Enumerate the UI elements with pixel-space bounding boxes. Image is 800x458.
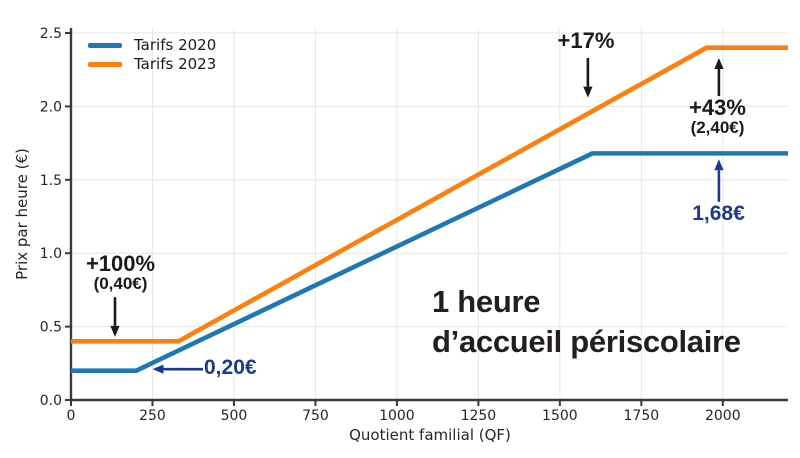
y-axis-label: Prix par heure (€) bbox=[13, 148, 31, 280]
x-tick-label: 1500 bbox=[542, 408, 578, 424]
annotation-text: +17% bbox=[557, 28, 615, 53]
annotation-text: 1,68€ bbox=[692, 202, 745, 225]
x-tick-label: 0 bbox=[67, 408, 76, 424]
series-line-tarifs-2023 bbox=[71, 45, 788, 344]
y-tick-label: 0.5 bbox=[40, 320, 62, 336]
legend: Tarifs 2020 Tarifs 2023 bbox=[88, 36, 216, 74]
x-tick-label: 500 bbox=[221, 408, 248, 424]
annotation-price-020: 0,20€ bbox=[204, 356, 257, 379]
legend-color-swatch bbox=[88, 42, 122, 48]
annotation-text: +43% bbox=[689, 95, 746, 120]
x-tick-label: 2000 bbox=[705, 408, 741, 424]
annotation-arrows bbox=[110, 57, 724, 374]
annotation-text: +100% bbox=[85, 251, 156, 276]
y-tick-label: 0.0 bbox=[40, 393, 62, 409]
legend-color-swatch bbox=[88, 61, 122, 67]
annotation-text: (0,40€) bbox=[93, 274, 148, 294]
x-tick-label: 1250 bbox=[461, 408, 497, 424]
y-tick-label: 1.5 bbox=[40, 173, 62, 189]
chart-inline-title-line2: d’accueil périscolaire bbox=[432, 323, 741, 359]
axes bbox=[65, 28, 788, 406]
x-tick-label: 1750 bbox=[624, 408, 660, 424]
arrow-head bbox=[152, 364, 164, 374]
legend-label: Tarifs 2023 bbox=[134, 55, 217, 73]
legend-label: Tarifs 2020 bbox=[134, 36, 217, 54]
series-lines bbox=[71, 45, 788, 373]
annotation-text: (2,40€) bbox=[690, 118, 745, 138]
annotation-plus-100-percent: +100% (0,40€) bbox=[58, 252, 183, 293]
y-tick-label: 2.5 bbox=[40, 26, 62, 42]
arrow-head bbox=[714, 159, 724, 171]
annotation-plus-43-percent: +43% (2,40€) bbox=[655, 96, 780, 137]
y-tick-label: 1.0 bbox=[40, 246, 62, 262]
annotation-price-168: 1,68€ bbox=[656, 202, 781, 225]
y-tick-label: 2.0 bbox=[40, 99, 62, 115]
x-axis-label: Quotient familial (QF) bbox=[349, 426, 511, 444]
chart-inline-title: 1 heure d’accueil périscolaire bbox=[432, 282, 741, 361]
x-tick-label: 750 bbox=[302, 408, 329, 424]
tick-labels: 0 250 500 750 1000 1250 1500 1750 2000 0.0 0.5 1.0 1… bbox=[40, 26, 741, 424]
gridlines bbox=[72, 28, 788, 399]
chart-inline-title-line1: 1 heure bbox=[432, 284, 541, 319]
legend-entry: Tarifs 2023 bbox=[88, 55, 216, 73]
x-tick-label: 1000 bbox=[379, 408, 415, 424]
arrow-head bbox=[583, 86, 593, 98]
series-line-tarifs-2020 bbox=[71, 151, 788, 373]
annotation-plus-17-percent: +17% bbox=[536, 29, 636, 52]
arrow-head bbox=[110, 325, 120, 337]
legend-entry: Tarifs 2020 bbox=[88, 36, 216, 54]
arrow-head bbox=[714, 57, 724, 69]
annotation-text: 0,20€ bbox=[204, 356, 257, 379]
x-tick-label: 250 bbox=[139, 408, 166, 424]
